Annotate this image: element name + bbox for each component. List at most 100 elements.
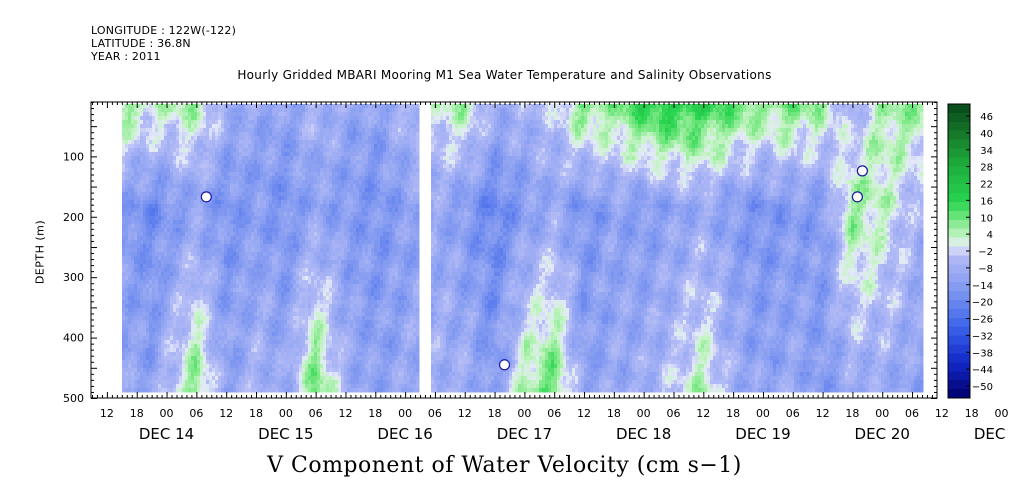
colorbar-label: 46 bbox=[980, 112, 993, 123]
missing-data-spot bbox=[498, 359, 511, 371]
x-hour-label: 00 bbox=[637, 407, 651, 420]
latitude-label: LATITUDE : 36.8N bbox=[91, 37, 191, 50]
colorbar-label: 10 bbox=[980, 213, 993, 224]
x-hour-label: 18 bbox=[130, 407, 144, 420]
x-hour-label: 18 bbox=[488, 407, 502, 420]
colorbar-swatch bbox=[948, 130, 970, 141]
x-day-label: DEC 21 bbox=[974, 425, 1009, 443]
colorbar-swatch bbox=[948, 317, 970, 328]
x-day-label: DEC 19 bbox=[735, 425, 790, 443]
missing-data-spot bbox=[200, 191, 212, 203]
x-hour-label: 12 bbox=[935, 407, 949, 420]
x-hour-label: 18 bbox=[368, 407, 382, 420]
y-tick-label: 400 bbox=[63, 332, 84, 345]
x-hour-label: 12 bbox=[100, 407, 114, 420]
colorbar-swatch bbox=[948, 193, 970, 203]
x-day-label: DEC 16 bbox=[377, 425, 432, 443]
colorbar-swatch bbox=[948, 273, 970, 283]
colorbar-swatch bbox=[948, 335, 970, 346]
colorbar bbox=[947, 103, 971, 399]
y-tick-label: 300 bbox=[63, 271, 84, 284]
y-tick-label: 200 bbox=[63, 211, 84, 224]
colorbar-swatch bbox=[948, 255, 970, 265]
colorbar-swatch bbox=[948, 344, 970, 354]
x-hour-label: 00 bbox=[398, 407, 412, 420]
x-hour-label: 12 bbox=[696, 407, 710, 420]
x-hour-label: 06 bbox=[309, 407, 323, 420]
colorbar-swatch bbox=[948, 121, 970, 132]
missing-data-spot bbox=[856, 165, 868, 177]
colorbar-swatch bbox=[948, 300, 970, 310]
x-hour-label: 18 bbox=[845, 407, 859, 420]
x-hour-label: 18 bbox=[249, 407, 263, 420]
colorbar-label: −14 bbox=[972, 281, 993, 292]
x-hour-label: 06 bbox=[547, 407, 561, 420]
x-hour-label: 00 bbox=[995, 407, 1009, 420]
colorbar-swatch bbox=[948, 184, 970, 194]
x-day-label: DEC 17 bbox=[497, 425, 552, 443]
longitude-label: LONGITUDE : 122W(-122) bbox=[91, 24, 237, 37]
colorbar-swatch bbox=[948, 308, 970, 319]
x-hour-label: 00 bbox=[279, 407, 293, 420]
colorbar-swatch bbox=[948, 228, 970, 239]
colorbar-label: −44 bbox=[972, 365, 993, 376]
colorbar-label: −20 bbox=[972, 298, 993, 309]
x-hour-label: 12 bbox=[458, 407, 472, 420]
colorbar-label: −26 bbox=[972, 315, 993, 326]
colorbar-swatch bbox=[948, 175, 970, 185]
colorbar-label: 4 bbox=[987, 230, 993, 241]
x-ticks bbox=[92, 102, 933, 398]
colorbar-swatch bbox=[948, 264, 970, 274]
x-hour-label: 00 bbox=[756, 407, 770, 420]
x-hour-label: 18 bbox=[726, 407, 740, 420]
colorbar-label: 34 bbox=[980, 146, 993, 157]
chart-title: Hourly Gridded MBARI Mooring M1 Sea Wate… bbox=[237, 68, 772, 82]
colorbar-swatch bbox=[948, 237, 970, 248]
colorbar-swatch bbox=[948, 139, 970, 150]
colorbar-label: 28 bbox=[980, 163, 993, 174]
colorbar-swatch bbox=[948, 112, 970, 123]
colorbar-swatch bbox=[948, 104, 970, 114]
colorbar-swatch bbox=[948, 380, 970, 390]
colorbar-label: 22 bbox=[980, 180, 993, 191]
x-day-label: DEC 15 bbox=[258, 425, 313, 443]
x-hour-label: 06 bbox=[905, 407, 919, 420]
x-hour-label: 12 bbox=[338, 407, 352, 420]
x-hour-label: 18 bbox=[965, 407, 979, 420]
heatmap-field bbox=[121, 103, 924, 393]
x-hour-label: 12 bbox=[577, 407, 591, 420]
x-hour-label: 06 bbox=[666, 407, 680, 420]
x-day-label: DEC 18 bbox=[616, 425, 671, 443]
x-axis-title: V Component of Water Velocity (cm s−1) bbox=[267, 453, 742, 478]
plot-frame bbox=[90, 101, 938, 399]
x-day-label: DEC 14 bbox=[139, 425, 194, 443]
colorbar-swatch bbox=[948, 371, 970, 381]
colorbar-swatch bbox=[948, 202, 970, 212]
colorbar-swatch bbox=[948, 210, 970, 221]
x-hour-label: 06 bbox=[189, 407, 203, 420]
colorbar-label: −8 bbox=[978, 264, 993, 275]
year-label: YEAR : 2011 bbox=[91, 50, 161, 63]
y-axis-title: DEPTH (m) bbox=[33, 219, 47, 285]
colorbar-swatch bbox=[948, 389, 970, 399]
y-tick-label: 500 bbox=[63, 392, 84, 405]
x-hour-label: 12 bbox=[219, 407, 233, 420]
colorbar-swatch bbox=[948, 362, 970, 372]
y-tick-label: 100 bbox=[63, 150, 84, 163]
x-hour-label: 12 bbox=[816, 407, 830, 420]
colorbar-swatch bbox=[948, 219, 970, 230]
colorbar-swatch bbox=[948, 246, 970, 256]
x-hour-label: 18 bbox=[607, 407, 621, 420]
colorbar-label: −38 bbox=[972, 348, 993, 359]
colorbar-label: 16 bbox=[980, 196, 993, 207]
x-hour-label: 00 bbox=[875, 407, 889, 420]
colorbar-label: 40 bbox=[980, 129, 993, 140]
colorbar-swatch bbox=[948, 148, 970, 158]
colorbar-label: −2 bbox=[978, 247, 993, 258]
colorbar-swatch bbox=[948, 291, 970, 301]
x-hour-label: 06 bbox=[786, 407, 800, 420]
colorbar-swatch bbox=[948, 353, 970, 363]
colorbar-swatch bbox=[948, 166, 970, 176]
colorbar-swatch bbox=[948, 282, 970, 292]
